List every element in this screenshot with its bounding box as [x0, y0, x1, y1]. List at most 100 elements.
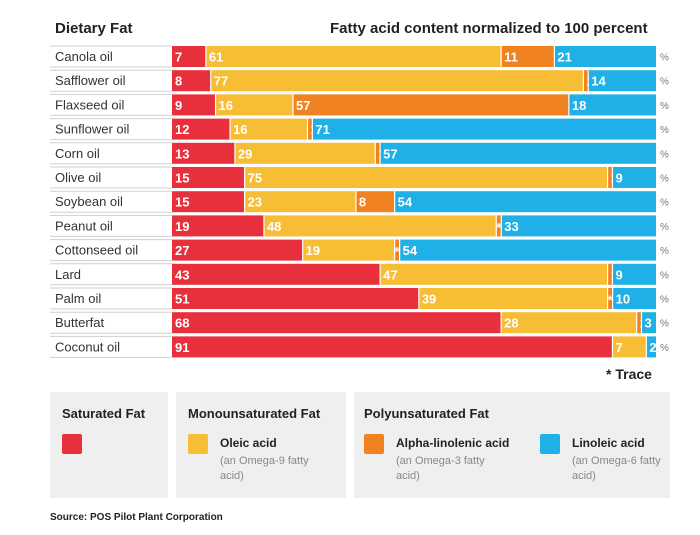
- category-label: Coconut oil: [55, 339, 120, 354]
- category-label: Cottonseed oil: [55, 243, 138, 258]
- bar-segment-alpha-linolenic-acid: [375, 142, 381, 164]
- bar-segment-linoleic-acid: [501, 215, 656, 237]
- legend-oleic-swatch: [188, 434, 208, 454]
- bar-segment-saturated-fat: [172, 312, 502, 334]
- data-label: 16: [233, 122, 247, 137]
- trace-note: * Trace: [606, 366, 652, 382]
- bar-segment-linoleic-acid: [612, 288, 656, 309]
- percent-suffix: %: [660, 319, 669, 330]
- data-label: 15: [175, 195, 189, 210]
- data-label: *: [496, 220, 502, 235]
- data-label: 13: [175, 146, 189, 161]
- legend-polyunsaturated-box: Polyunsaturated Fat Alpha-linolenic acid…: [354, 392, 670, 498]
- category-label: Olive oil: [55, 170, 101, 185]
- percent-suffix: %: [660, 53, 669, 64]
- data-label: 77: [214, 74, 228, 89]
- legend-alpha-swatch: [364, 434, 384, 454]
- data-label: 91: [175, 340, 189, 355]
- legend-oleic-sub: (an Omega-9 fatty acid): [220, 455, 309, 482]
- percent-suffix: %: [660, 101, 669, 112]
- data-label: 33: [504, 219, 518, 234]
- bar-segment-linoleic-acid: [394, 191, 656, 213]
- bar-segment-alpha-linolenic-acid: [636, 312, 642, 334]
- data-label: 16: [219, 98, 233, 113]
- bar-segment-oleic-acid: [215, 94, 293, 116]
- bar-segment-saturated-fat: [172, 142, 235, 164]
- data-label: 10: [616, 292, 630, 307]
- data-label: 68: [175, 316, 189, 331]
- bar-segment-saturated-fat: [172, 288, 419, 309]
- percent-suffix: %: [660, 222, 669, 233]
- bar-segment-saturated-fat: [172, 191, 245, 213]
- category-label: Safflower oil: [55, 73, 126, 88]
- data-label: 29: [238, 146, 252, 161]
- data-label: 7: [615, 340, 622, 355]
- stacked-bar-chart: Canola oil 7 61 11 21% Safflower oil 8 7 71 14% Fl…: [50, 45, 669, 358]
- category-label: Palm oil: [55, 291, 101, 306]
- category-label: Sunflower oil: [55, 122, 130, 137]
- data-label: 43: [175, 267, 189, 282]
- category-label: Soybean oil: [55, 194, 123, 209]
- source-note: Source: POS Pilot Plant Corporation: [50, 512, 223, 523]
- bar-segment-linoleic-acid: [641, 312, 656, 334]
- data-label: 75: [248, 171, 262, 186]
- category-header: Dietary Fat: [55, 20, 133, 37]
- data-label: 9: [615, 171, 622, 186]
- bar-segment-saturated-fat: [172, 70, 211, 92]
- bar-segment-saturated-fat: [172, 239, 303, 261]
- bar-segment-oleic-acid: [263, 215, 497, 237]
- data-label: 9: [615, 267, 622, 282]
- bar-segment-linoleic-acid: [380, 142, 656, 164]
- bar-segment-saturated-fat: [172, 336, 613, 358]
- chart-title: Fatty acid content normalized to 100 per…: [330, 20, 648, 37]
- bar-segment-oleic-acid: [244, 191, 356, 213]
- data-label: 3: [644, 316, 651, 331]
- bar-segment-oleic-acid: [418, 288, 608, 309]
- data-label: 2: [649, 340, 656, 355]
- bar-segment-alpha-linolenic-acid: [501, 46, 555, 67]
- data-label: 57: [296, 98, 310, 113]
- bar-segment-alpha-linolenic-acid: [496, 215, 502, 237]
- data-label: 54: [398, 195, 413, 210]
- legend-saturated-title: Saturated Fat: [62, 406, 146, 421]
- bar-segment-linoleic-acid: [588, 70, 656, 92]
- bar-segment-oleic-acid: [380, 263, 608, 285]
- bar-segment-oleic-acid: [205, 46, 502, 67]
- category-label: Flaxseed oil: [55, 97, 124, 112]
- data-label: 71: [315, 122, 329, 137]
- bar-segment-alpha-linolenic-acid: [607, 167, 613, 188]
- bar-segment-oleic-acid: [234, 142, 376, 164]
- bar-segment-oleic-acid: [210, 70, 584, 92]
- data-label: 19: [306, 243, 320, 258]
- data-label: 48: [267, 219, 281, 234]
- data-label: 12: [175, 122, 189, 137]
- legend-alpha-sub: (an Omega-3 fatty acid): [396, 455, 485, 482]
- data-label: 21: [557, 50, 571, 65]
- bar-segment-oleic-acid: [302, 239, 395, 261]
- legend-saturated-box: Saturated Fat: [50, 392, 168, 498]
- bar-segment-linoleic-acid: [312, 118, 656, 140]
- data-label: 27: [175, 243, 189, 258]
- data-label: 15: [175, 171, 189, 186]
- percent-suffix: %: [660, 270, 669, 281]
- bar-segment-linoleic-acid: [554, 46, 656, 67]
- data-label: 28: [504, 316, 518, 331]
- data-label: 11: [504, 50, 518, 65]
- data-label: 23: [248, 195, 262, 210]
- bar-segment-oleic-acid: [612, 336, 647, 358]
- data-label: 47: [383, 267, 397, 282]
- percent-suffix: %: [660, 295, 669, 306]
- percent-suffix: %: [660, 77, 669, 88]
- data-label: 14: [591, 74, 606, 89]
- percent-suffix: %: [660, 246, 669, 257]
- bar-segment-alpha-linolenic-acid: [607, 288, 613, 309]
- percent-suffix: %: [660, 149, 669, 160]
- legend-monounsaturated-box: Monounsaturated Fat Oleic acid (an Omega…: [176, 392, 346, 498]
- percent-suffix: %: [660, 343, 669, 354]
- category-label: Butterfat: [55, 315, 105, 330]
- bar-segment-alpha-linolenic-acid: [293, 94, 569, 116]
- data-label: 61: [209, 50, 223, 65]
- bar-segment-saturated-fat: [172, 263, 381, 285]
- category-label: Peanut oil: [55, 218, 113, 233]
- percent-suffix: %: [660, 174, 669, 185]
